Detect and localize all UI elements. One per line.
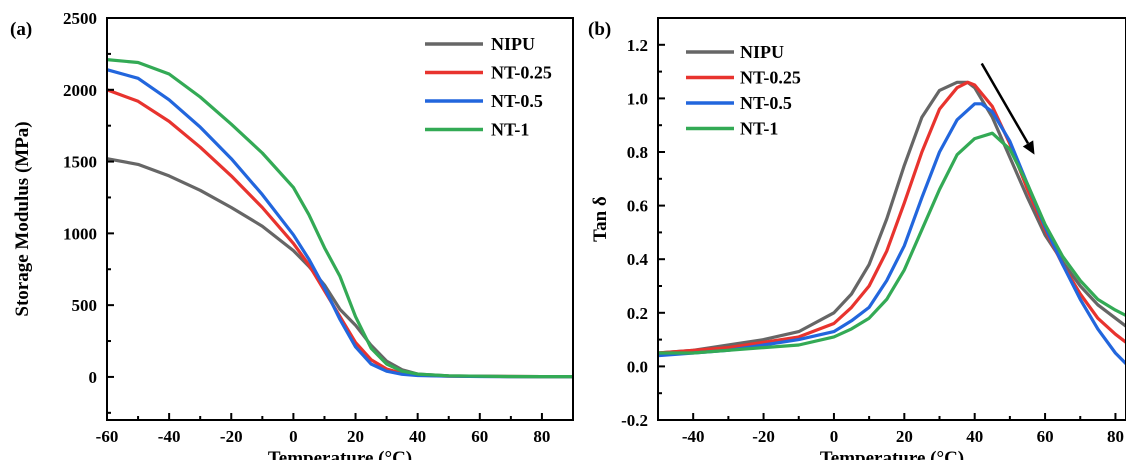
x-tick-label: 0 bbox=[289, 427, 298, 446]
legend-label: NT-0.25 bbox=[491, 63, 552, 83]
x-tick-label: 80 bbox=[1107, 427, 1124, 446]
legend-label: NIPU bbox=[491, 34, 535, 54]
legend-label: NT-0.5 bbox=[740, 93, 792, 113]
legend-label: NT-0.5 bbox=[491, 91, 543, 111]
series-line-nt-05 bbox=[658, 102, 1126, 366]
y-axis-title: Storage Modulus (MPa) bbox=[12, 121, 33, 316]
annotation-arrow-head bbox=[1022, 140, 1035, 155]
x-tick-label: -40 bbox=[682, 427, 705, 446]
legend: NIPU NT-0.25 NT-0.5 NT-1 bbox=[686, 42, 801, 139]
y-tick-label: 0 bbox=[89, 368, 98, 387]
x-tick-label: -40 bbox=[158, 427, 181, 446]
x-tick-label: 60 bbox=[1037, 427, 1054, 446]
y-tick-label: -0.2 bbox=[621, 411, 648, 430]
x-tick-label: -20 bbox=[220, 427, 243, 446]
y-tick-label: 1.2 bbox=[627, 36, 648, 55]
x-tick-label: 40 bbox=[966, 427, 983, 446]
plot-frame bbox=[106, 17, 574, 421]
y-tick-label: 1.0 bbox=[627, 89, 648, 108]
y-tick-label: 2500 bbox=[63, 9, 97, 28]
series-line-nipu bbox=[658, 80, 1126, 355]
x-tick-label: 80 bbox=[533, 427, 550, 446]
plot-area bbox=[107, 58, 573, 379]
annotation-arrow-shaft bbox=[980, 62, 1030, 145]
x-tick-label: 40 bbox=[409, 427, 426, 446]
y-tick-label: 0.2 bbox=[627, 304, 648, 323]
plot-frame bbox=[657, 17, 1126, 421]
x-tick-label: 60 bbox=[471, 427, 488, 446]
legend-label: NT-0.25 bbox=[740, 68, 801, 88]
y-tick-label: 0.6 bbox=[627, 197, 648, 216]
x-tick-label: 20 bbox=[347, 427, 364, 446]
series-line-nt-025 bbox=[658, 80, 1126, 355]
x-tick-label: 0 bbox=[830, 427, 839, 446]
panel-label: (a) bbox=[10, 19, 32, 40]
legend: NIPU NT-0.25 NT-0.5 NT-1 bbox=[425, 34, 552, 140]
y-axis-title: Tan δ bbox=[590, 196, 611, 242]
series-line-nt-1 bbox=[658, 131, 1126, 355]
panel-label: (b) bbox=[588, 19, 611, 40]
plot-area bbox=[658, 80, 1126, 366]
y-tick-label: 1000 bbox=[63, 224, 97, 243]
series-line-nt-05 bbox=[107, 68, 573, 379]
x-tick-label: 20 bbox=[896, 427, 913, 446]
x-tick-label: -60 bbox=[96, 427, 119, 446]
x-axis-title: Temperature (°C) bbox=[268, 448, 412, 460]
series-line-nt-1 bbox=[107, 58, 573, 379]
x-tick-label: -20 bbox=[752, 427, 775, 446]
y-tick-label: 2000 bbox=[63, 81, 97, 100]
y-tick-label: 0.8 bbox=[627, 143, 648, 162]
chart-panel-b: -40 -20 0 20 40 60 80 -0.2 0.0 0.2 0.4 0.6 0.8 1.0 1.2… bbox=[588, 17, 1126, 460]
legend-label: NT-1 bbox=[740, 119, 778, 139]
y-tick-label: 500 bbox=[72, 296, 98, 315]
chart-panel-a: -60 -40 -20 0 20 40 60 80 0 500 1000 1500 2000 2500 Te… bbox=[10, 9, 574, 460]
y-tick-label: 0.4 bbox=[627, 250, 649, 269]
legend-label: NT-1 bbox=[491, 120, 529, 140]
y-tick-label: 0.0 bbox=[627, 357, 648, 376]
series-line-nipu bbox=[107, 157, 573, 379]
legend-label: NIPU bbox=[740, 42, 784, 62]
x-axis-title: Temperature (°C) bbox=[820, 448, 964, 460]
y-tick-label: 1500 bbox=[63, 153, 97, 172]
